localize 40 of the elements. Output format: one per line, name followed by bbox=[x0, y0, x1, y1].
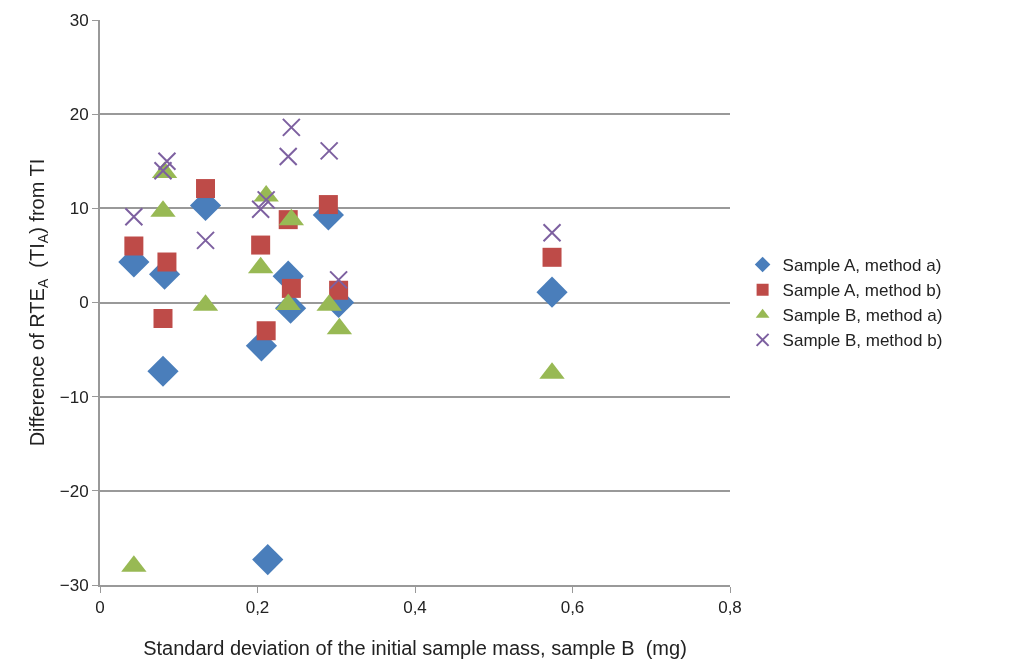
point bbox=[278, 147, 298, 167]
point bbox=[319, 141, 339, 161]
point bbox=[256, 321, 276, 341]
point bbox=[196, 230, 216, 250]
y-tick-label: −10 bbox=[59, 387, 89, 407]
point bbox=[147, 355, 179, 387]
point bbox=[256, 190, 276, 210]
x-tick-label: 0,6 bbox=[560, 598, 585, 618]
x-tick-label: 0,4 bbox=[403, 598, 427, 618]
x-axis-title: Standard deviation of the initial sample mass, sample B (mg) bbox=[143, 637, 687, 660]
point bbox=[196, 179, 216, 199]
point bbox=[542, 247, 562, 267]
legend-label: Sample B, method a) bbox=[782, 306, 943, 326]
point bbox=[329, 270, 349, 290]
legend-label: Sample B, method b) bbox=[782, 331, 943, 351]
y-tick-label: −20 bbox=[59, 481, 89, 501]
x-tick-label: 0,8 bbox=[718, 598, 742, 618]
point bbox=[124, 236, 144, 256]
point bbox=[536, 276, 568, 308]
y-tick-label: 0 bbox=[79, 293, 89, 313]
y-tick-label: 10 bbox=[69, 199, 89, 219]
point bbox=[252, 543, 284, 576]
point bbox=[157, 252, 177, 272]
point bbox=[251, 199, 271, 219]
x-tick-label: 0 bbox=[95, 598, 105, 618]
point bbox=[251, 235, 271, 255]
legend-label: Sample A, method a) bbox=[782, 256, 942, 276]
point bbox=[318, 195, 338, 215]
y-tick-label: −30 bbox=[59, 575, 89, 595]
point bbox=[542, 223, 562, 243]
y-tick-label: 30 bbox=[69, 10, 89, 30]
point bbox=[124, 207, 144, 227]
point bbox=[153, 161, 173, 181]
point bbox=[281, 117, 301, 137]
point bbox=[157, 151, 177, 171]
y-tick-label: 20 bbox=[69, 105, 89, 125]
point bbox=[153, 309, 173, 329]
x-tick-label: 0,2 bbox=[245, 598, 270, 618]
point bbox=[281, 278, 301, 298]
legend-label: Sample A, method b) bbox=[782, 281, 942, 301]
